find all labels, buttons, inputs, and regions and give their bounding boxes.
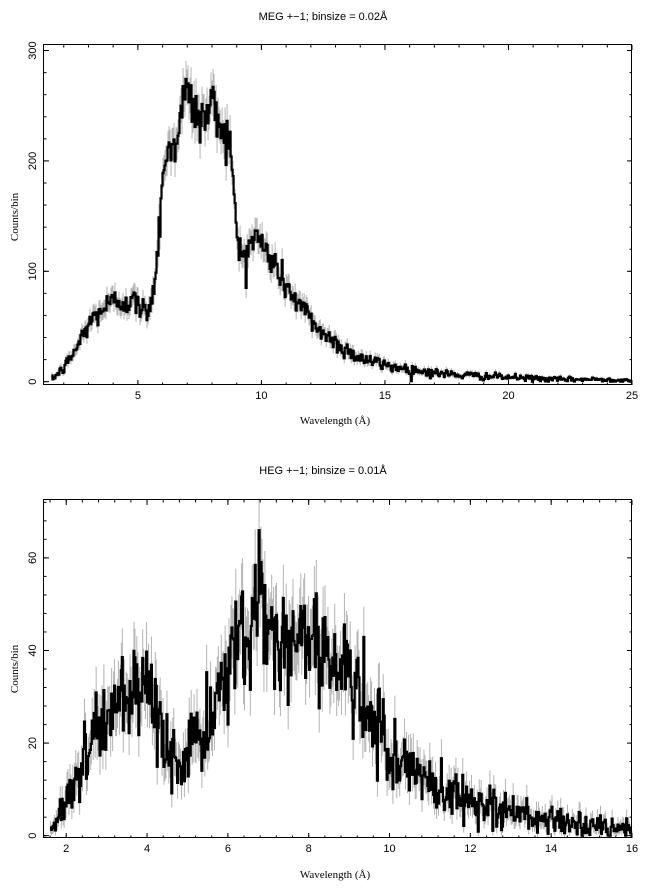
- meg-y-tick-label: 200: [27, 152, 39, 170]
- meg-x-tick-label: 20: [502, 390, 514, 402]
- meg-x-tick-label: 10: [255, 390, 267, 402]
- meg-plot-frame: [43, 44, 632, 385]
- heg-series: [49, 529, 633, 837]
- heg-x-tick-label: 8: [306, 843, 312, 855]
- heg-y-tick-label: 0: [27, 833, 39, 839]
- meg-ticks: [44, 45, 633, 385]
- heg-x-tick-label: 4: [144, 843, 150, 855]
- heg-x-tick-label: 16: [626, 843, 638, 855]
- heg-y-tick-labels: 0 20 40 60: [27, 552, 39, 839]
- meg-y-tick-label: 100: [27, 262, 39, 280]
- heg-x-tick-labels: 2 4 6 8 10 12 14 16: [63, 843, 638, 855]
- meg-y-tick-labels: 0 100 200 300: [27, 41, 39, 384]
- heg-x-tick-label: 10: [383, 843, 395, 855]
- meg-spectrum-line: [51, 77, 633, 383]
- heg-x-tick-label: 2: [63, 843, 69, 855]
- heg-panel: HEG +−1; binsize = 0.01Å 2 4 6 8 10 12 14 16 0 2…: [9, 464, 638, 881]
- meg-x-axis-label: Wavelength (Å): [300, 415, 371, 427]
- heg-x-axis-label: Wavelength (Å): [300, 869, 371, 881]
- meg-y-tick-label: 300: [27, 41, 39, 59]
- meg-y-tick-label: 0: [27, 379, 39, 385]
- heg-y-tick-label: 20: [27, 737, 39, 749]
- meg-error-bars: [51, 60, 632, 383]
- heg-y-tick-label: 40: [27, 644, 39, 656]
- heg-x-tick-label: 12: [464, 843, 476, 855]
- meg-series: [51, 77, 633, 383]
- meg-title: MEG +−1; binsize = 0.02Å: [259, 10, 388, 23]
- heg-ticks: [44, 500, 633, 838]
- meg-y-axis-label: Counts/bin: [9, 192, 21, 241]
- heg-spectrum-line: [49, 529, 633, 837]
- heg-x-tick-label: 6: [225, 843, 231, 855]
- meg-x-tick-label: 5: [135, 390, 141, 402]
- heg-y-axis-label: Counts/bin: [9, 644, 21, 693]
- meg-x-tick-label: 15: [379, 390, 391, 402]
- meg-panel: MEG +−1; binsize = 0.02Å 5 10 15 20 25 0 100 2…: [9, 10, 638, 427]
- heg-title: HEG +−1; binsize = 0.01Å: [259, 464, 387, 477]
- heg-y-tick-label: 60: [27, 552, 39, 564]
- heg-x-tick-label: 14: [545, 843, 557, 855]
- meg-x-tick-labels: 5 10 15 20 25: [135, 390, 638, 402]
- meg-x-tick-label: 25: [626, 390, 638, 402]
